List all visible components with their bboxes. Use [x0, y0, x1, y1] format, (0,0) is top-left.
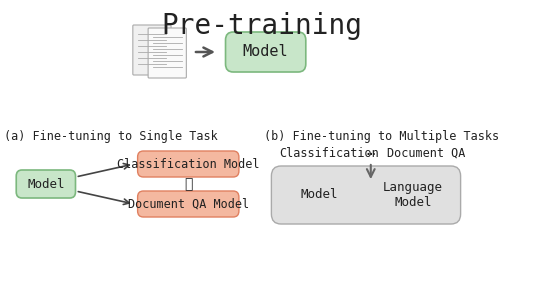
- Text: ⋯: ⋯: [367, 147, 375, 161]
- Text: ⋮: ⋮: [184, 177, 192, 191]
- Text: Model: Model: [27, 178, 65, 190]
- FancyBboxPatch shape: [148, 28, 186, 78]
- Text: Classification: Classification: [279, 147, 379, 160]
- Text: Language
Model: Language Model: [383, 181, 443, 209]
- FancyBboxPatch shape: [271, 166, 461, 224]
- Text: Classification Model: Classification Model: [117, 157, 260, 171]
- FancyBboxPatch shape: [379, 180, 447, 210]
- Text: (b) Fine-tuning to Multiple Tasks: (b) Fine-tuning to Multiple Tasks: [264, 130, 499, 143]
- Text: Document QA Model: Document QA Model: [128, 197, 249, 211]
- FancyBboxPatch shape: [226, 32, 306, 72]
- Text: (a) Fine-tuning to Single Task: (a) Fine-tuning to Single Task: [4, 130, 218, 143]
- FancyBboxPatch shape: [133, 25, 171, 75]
- FancyBboxPatch shape: [138, 191, 239, 217]
- Text: Model: Model: [243, 44, 288, 60]
- Text: Model: Model: [300, 189, 338, 201]
- FancyBboxPatch shape: [16, 170, 76, 198]
- FancyBboxPatch shape: [138, 151, 239, 177]
- FancyBboxPatch shape: [285, 180, 353, 210]
- Text: Document QA: Document QA: [387, 147, 465, 160]
- Text: Pre-training: Pre-training: [161, 12, 362, 40]
